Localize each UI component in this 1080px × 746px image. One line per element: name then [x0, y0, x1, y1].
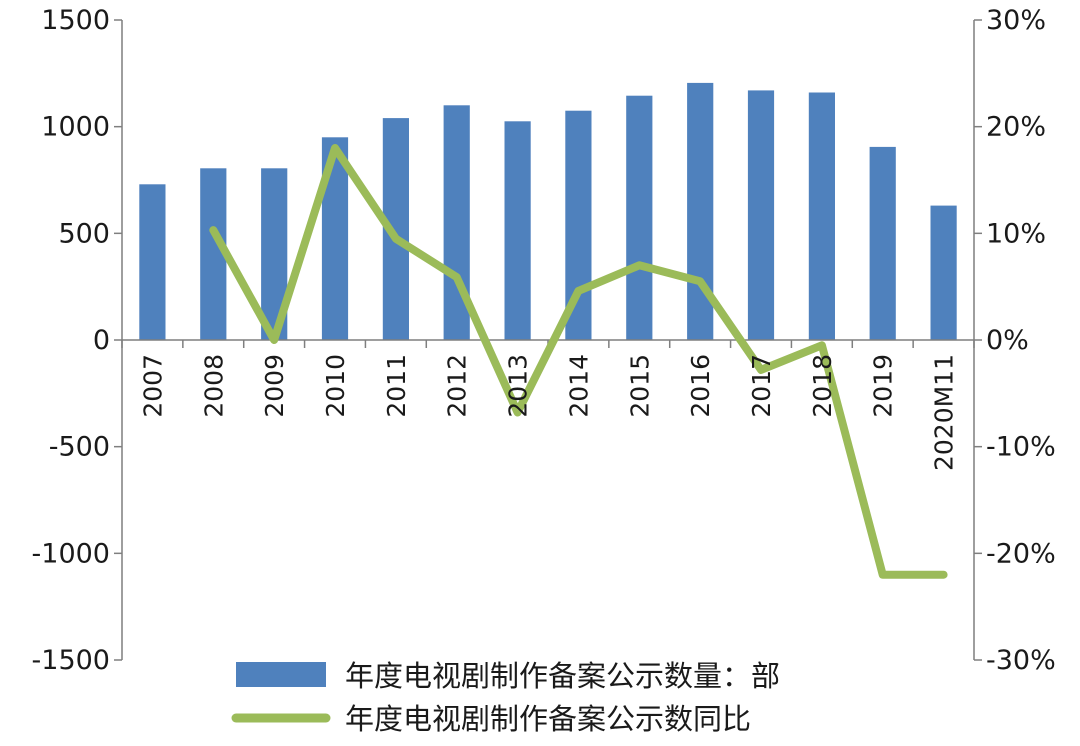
- bar-2015: [626, 95, 653, 340]
- right-tick-label: 0%: [986, 325, 1029, 356]
- right-tick-label: -20%: [986, 538, 1056, 569]
- axes: [114, 19, 982, 661]
- left-tick-label: -1000: [32, 538, 110, 569]
- x-axis-ticks: 2007 2008 2009 2010 2011 2012 2013 2014 2015 2016…: [138, 354, 958, 471]
- legend-label-bar: 年度电视剧制作备案公示数量：部: [345, 659, 780, 693]
- x-tick-label-2015: 2015: [625, 354, 654, 418]
- x-tick-label-2009: 2009: [260, 354, 289, 418]
- bar-2019: [869, 146, 896, 340]
- legend: 年度电视剧制作备案公示数量：部 年度电视剧制作备案公示数同比: [231, 659, 780, 736]
- left-tick-label: 1500: [41, 5, 110, 36]
- right-tick-label: 10%: [986, 218, 1046, 249]
- x-tick-label-2019: 2019: [869, 354, 898, 418]
- x-tick-label-2012: 2012: [443, 354, 472, 418]
- bar-2020M11: [930, 205, 957, 340]
- left-tick-label: -500: [49, 432, 110, 463]
- right-axis-ticks: 30% 20% 10% 0% -10% -20% -30%: [986, 5, 1056, 676]
- left-axis-ticks: 1500 1000 500 0 -500 -1000 -1500: [32, 5, 110, 676]
- bar-2018: [808, 92, 835, 340]
- x-tick-label-2016: 2016: [686, 354, 715, 418]
- legend-label-line: 年度电视剧制作备案公示数同比: [345, 702, 751, 736]
- x-tick-label-2013: 2013: [504, 354, 533, 418]
- bar-series: [139, 82, 957, 341]
- growth-line: [209, 144, 948, 579]
- left-tick-label: 1000: [41, 112, 110, 143]
- right-tick-label: 30%: [986, 5, 1046, 36]
- x-tick-label-2020M11: 2020M11: [930, 354, 959, 471]
- right-tick-label: -10%: [986, 432, 1056, 463]
- x-tick-label-2017: 2017: [747, 354, 776, 418]
- right-tick-label: 20%: [986, 112, 1046, 143]
- x-tick-label-2018: 2018: [808, 354, 837, 418]
- x-tick-label-2008: 2008: [199, 354, 228, 418]
- x-tick-label-2011: 2011: [382, 354, 411, 418]
- bar-2017: [747, 90, 775, 341]
- x-tick-label-2007: 2007: [138, 354, 167, 418]
- line-series: [209, 144, 948, 579]
- left-tick-label: -1500: [32, 645, 110, 676]
- left-tick-label: 500: [58, 218, 110, 249]
- x-tick-label-2014: 2014: [564, 354, 593, 418]
- left-tick-label: 0: [93, 325, 110, 356]
- right-tick-label: -30%: [986, 645, 1056, 676]
- bar-2008: [200, 168, 227, 340]
- bar-2013: [504, 121, 531, 340]
- x-tick-label-2010: 2010: [321, 354, 350, 418]
- bar-2007: [139, 184, 166, 340]
- legend-swatch-bar: [236, 662, 326, 687]
